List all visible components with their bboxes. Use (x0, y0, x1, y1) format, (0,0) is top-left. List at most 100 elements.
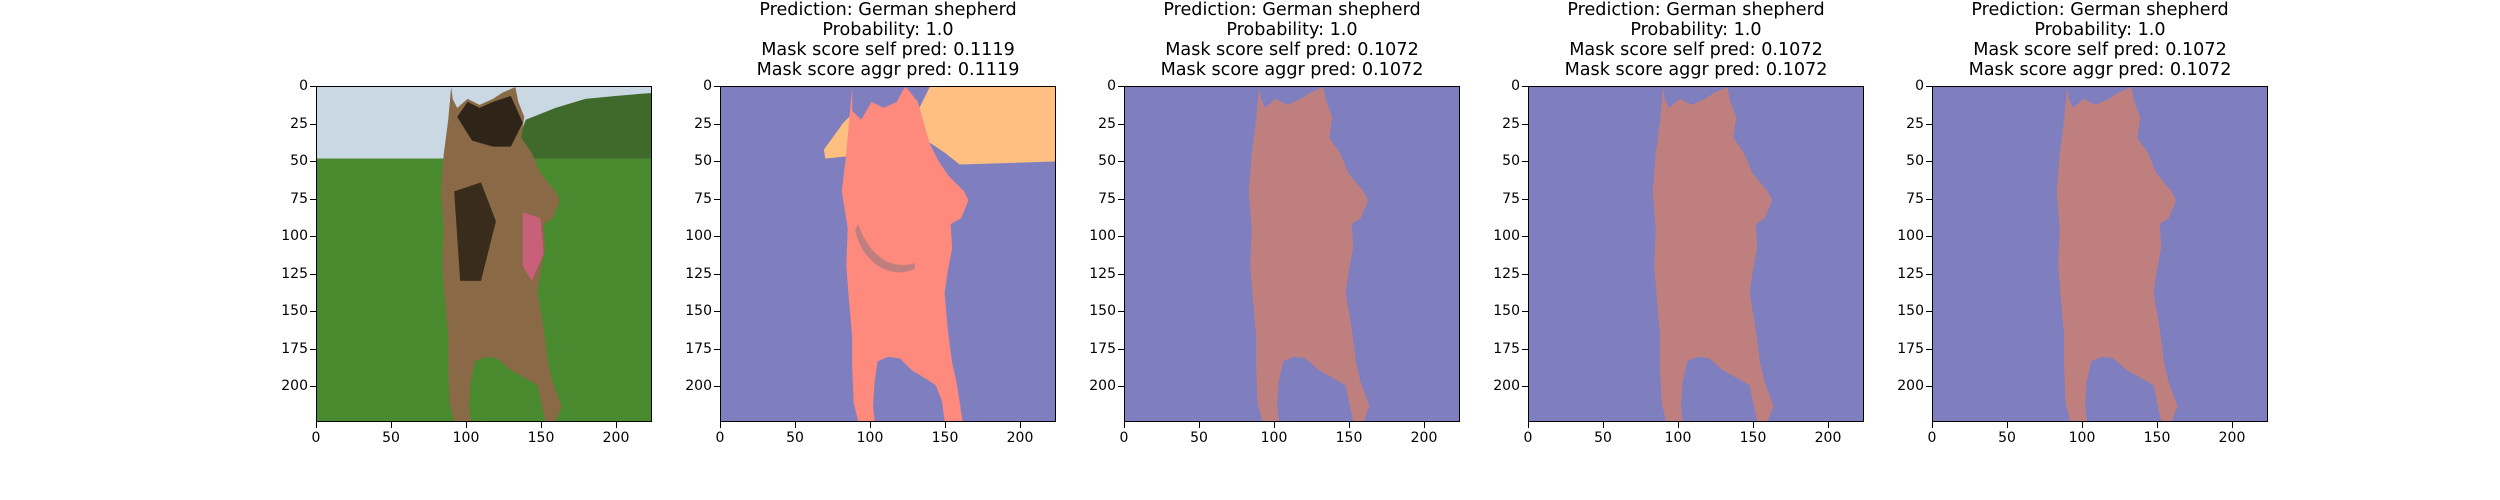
y-tick (310, 236, 316, 237)
y-tick-label: 25 (1098, 115, 1116, 132)
x-tick-label: 50 (1998, 430, 2016, 446)
y-tick (310, 86, 316, 87)
y-tick-label: 50 (1098, 153, 1116, 169)
y-tick (1118, 348, 1124, 350)
y-tick-label: 25 (694, 115, 712, 132)
x-tick-label: 100 (2068, 430, 2096, 446)
mask-panel: Prediction: German shepherd Probability: … (685, 0, 1056, 500)
x-tick (2157, 422, 2158, 428)
y-tick (1522, 386, 1528, 387)
x-tick-label: 0 (1523, 430, 1533, 446)
y-tick-label: 150 (1493, 303, 1520, 319)
x-tick (870, 422, 871, 428)
x-tick (795, 422, 796, 428)
y-tick-label: 75 (694, 190, 712, 207)
y-tick-label: 50 (694, 153, 712, 169)
y-tick-label: 75 (1502, 190, 1520, 207)
mask-panel: Prediction: German shepherd Probability: … (1493, 0, 1864, 500)
x-tick (1753, 422, 1754, 428)
y-tick (714, 311, 720, 312)
panel-title-line: Mask score aggr pred: 0.1072 (1160, 60, 1424, 80)
panel-title-line: Probability: 1.0 (2034, 20, 2166, 40)
y-tick-label: 175 (1493, 340, 1520, 357)
y-tick (1118, 311, 1124, 312)
panel-title-line: Mask score aggr pred: 0.1072 (1968, 60, 2232, 80)
x-tick-label: 150 (2143, 430, 2171, 446)
y-tick-label: 50 (1502, 153, 1520, 169)
x-tick-label: 0 (311, 430, 321, 446)
x-tick-label: 150 (1335, 430, 1363, 446)
y-tick (1926, 236, 1932, 237)
y-tick (1522, 236, 1528, 237)
y-tick-label: 175 (685, 340, 712, 357)
mask-image (1125, 87, 1459, 421)
y-tick-label: 200 (1493, 378, 1520, 394)
x-tick-label: 150 (1739, 430, 1767, 446)
y-tick (1118, 198, 1124, 200)
y-tick (1118, 273, 1124, 275)
y-tick (714, 348, 720, 350)
x-tick (2007, 422, 2008, 428)
y-tick (1118, 161, 1124, 162)
sky-class-region (914, 87, 1055, 165)
x-tick-label: 50 (786, 430, 804, 446)
x-tick (1349, 422, 1350, 428)
x-tick-label: 200 (1410, 430, 1438, 446)
y-tick-label: 0 (1107, 78, 1116, 94)
y-tick (1522, 161, 1528, 162)
dog-class-region (1652, 87, 1774, 421)
dog-class-region (2056, 87, 2178, 421)
panel-title: Prediction: German shepherd Probability: … (660, 0, 1116, 80)
segmentation-mask (1124, 86, 1460, 422)
x-tick (1274, 422, 1275, 428)
dog-tongue (522, 212, 544, 281)
y-tick-label: 50 (1906, 153, 1924, 169)
x-tick (1603, 422, 1604, 428)
y-tick-label: 125 (1897, 265, 1924, 282)
y-tick-label: 175 (281, 340, 308, 357)
y-tick (1926, 311, 1932, 312)
x-tick (945, 422, 946, 428)
x-tick-label: 50 (1594, 430, 1612, 446)
dog-head-dark (457, 95, 523, 147)
panel-title-line: Probability: 1.0 (1630, 20, 1762, 40)
y-tick (310, 123, 316, 125)
x-tick (1199, 422, 1200, 428)
x-tick-label: 0 (1927, 430, 1937, 446)
y-tick (1926, 348, 1932, 350)
panel-title-line: Mask score self pred: 0.1119 (761, 40, 1015, 60)
y-tick-label: 100 (1897, 228, 1924, 244)
x-tick (391, 422, 392, 428)
y-tick (310, 161, 316, 162)
y-tick (1522, 348, 1528, 350)
mask-image (1933, 87, 2267, 421)
photo-panel: 0 25 50 75 100 125 150 175 200 0 50 100 150 200 (281, 0, 652, 500)
panel-title: Prediction: German shepherd Probability: … (1872, 0, 2328, 80)
x-tick-label: 200 (602, 430, 630, 446)
y-tick-label: 100 (1493, 228, 1520, 244)
y-tick (1118, 386, 1124, 387)
x-tick-label: 100 (856, 430, 884, 446)
y-tick-label: 75 (1906, 190, 1924, 207)
y-tick (1926, 386, 1932, 387)
x-tick (1828, 422, 1829, 428)
panel-title-line: Mask score aggr pred: 0.1072 (1564, 60, 1828, 80)
y-tick-label: 150 (1897, 303, 1924, 319)
segmentation-mask (1932, 86, 2268, 422)
y-tick (1522, 123, 1528, 125)
y-tick (714, 86, 720, 87)
x-tick-label: 100 (452, 430, 480, 446)
y-tick-label: 200 (1089, 378, 1116, 394)
y-tick-label: 0 (703, 78, 712, 94)
dog-class-region (1248, 87, 1370, 421)
segmentation-mask (1528, 86, 1864, 422)
x-tick (1932, 422, 1933, 428)
x-tick-label: 150 (527, 430, 555, 446)
segmentation-mask (720, 86, 1056, 422)
y-tick-label: 25 (1906, 115, 1924, 132)
tongue-class-region (855, 224, 915, 273)
y-tick (1926, 273, 1932, 275)
y-tick-label: 125 (1089, 265, 1116, 282)
y-tick-label: 100 (685, 228, 712, 244)
y-tick-label: 150 (685, 303, 712, 319)
